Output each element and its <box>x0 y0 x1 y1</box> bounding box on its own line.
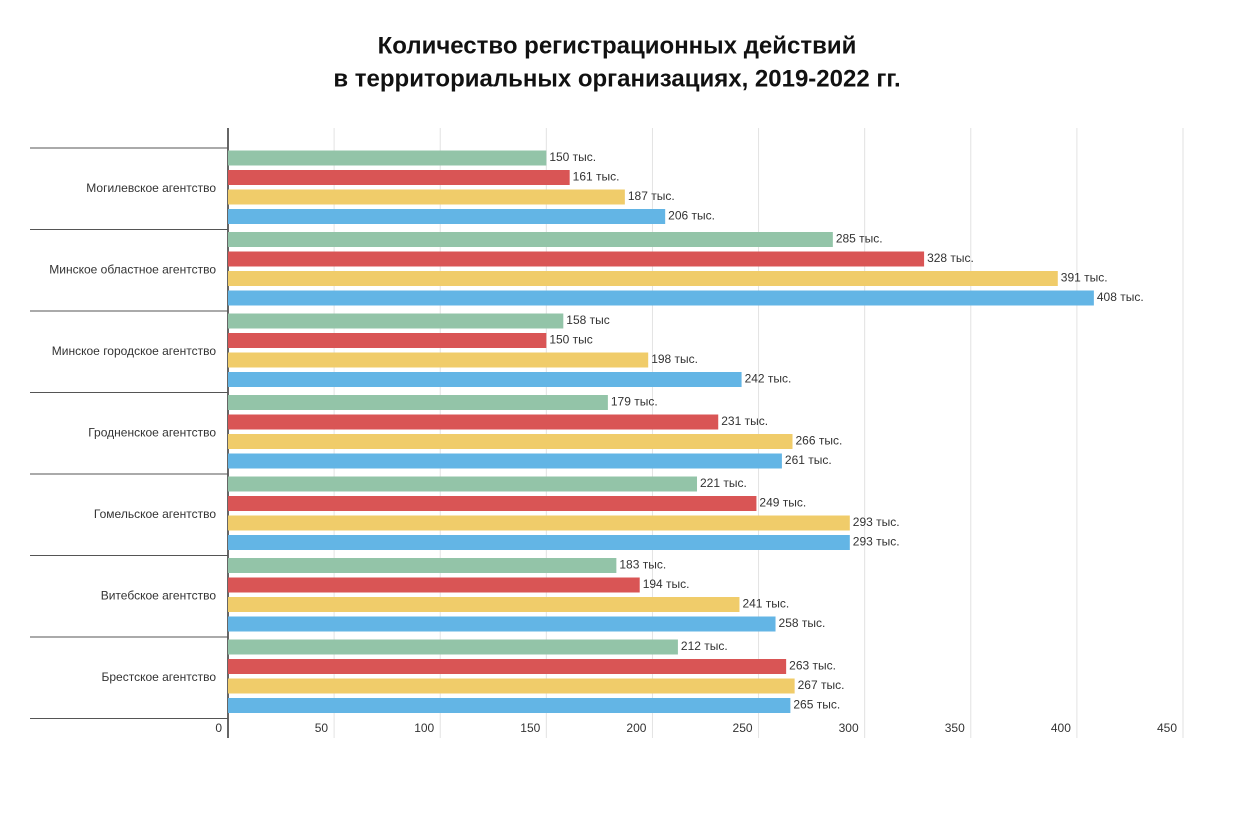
bar <box>228 271 1058 286</box>
data-label: 261 тыс. <box>785 453 832 467</box>
bar <box>228 414 719 430</box>
data-label: 266 тыс. <box>796 434 843 448</box>
bar <box>228 232 833 247</box>
x-tick-label: 0 <box>215 721 222 735</box>
data-label: 408 тыс. <box>1097 290 1144 304</box>
data-label: 293 тыс. <box>853 535 900 549</box>
data-label: 328 тыс. <box>927 251 974 265</box>
bar <box>228 558 617 573</box>
data-label: 285 тыс. <box>836 232 883 246</box>
x-tick-label: 350 <box>945 721 965 735</box>
data-label: 249 тыс. <box>759 496 806 510</box>
y-tick-label: Минское областное агентство <box>49 262 216 276</box>
data-label: 179 тыс. <box>611 395 658 409</box>
bar <box>228 659 787 674</box>
bar <box>228 313 564 329</box>
chart-title: Количество регистрационных действий <box>378 32 857 59</box>
chart-title: в территориальных организациях, 2019-202… <box>333 65 900 92</box>
data-label: 258 тыс. <box>779 616 826 630</box>
y-tick-label: Брестское агентство <box>101 670 216 684</box>
data-label: 263 тыс. <box>789 659 836 673</box>
bar <box>228 189 625 205</box>
data-label: 150 тыс <box>549 333 592 347</box>
bar <box>228 577 640 593</box>
y-tick-label: Гродненское агентство <box>88 425 216 439</box>
data-label: 293 тыс. <box>853 515 900 529</box>
y-tick-label: Витебское агентство <box>101 588 217 602</box>
bar <box>228 616 776 632</box>
bar <box>228 395 608 410</box>
data-label: 241 тыс. <box>742 597 789 611</box>
bar <box>228 333 547 348</box>
data-label: 198 тыс. <box>651 352 698 366</box>
bar <box>228 597 740 612</box>
data-label: 158 тыс <box>566 313 609 327</box>
y-tick-label: Могилевское агентство <box>86 181 216 195</box>
x-tick-label: 400 <box>1051 721 1071 735</box>
bar <box>228 150 547 166</box>
x-tick-label: 100 <box>414 721 434 735</box>
bar <box>228 496 757 511</box>
bar <box>228 453 782 469</box>
data-label: 267 тыс. <box>798 678 845 692</box>
data-label: 391 тыс. <box>1061 271 1108 285</box>
data-label: 212 тыс. <box>681 639 728 653</box>
bar <box>228 170 570 185</box>
bar <box>228 678 795 694</box>
bar <box>228 476 698 492</box>
data-label: 206 тыс. <box>668 209 715 223</box>
x-tick-label: 50 <box>315 721 329 735</box>
bar <box>228 290 1094 306</box>
bar <box>228 209 666 224</box>
bar <box>228 251 925 267</box>
data-label: 194 тыс. <box>643 577 690 591</box>
bar <box>228 639 678 655</box>
data-label: 183 тыс. <box>619 558 666 572</box>
x-tick-label: 450 <box>1157 721 1177 735</box>
bar <box>228 372 742 387</box>
data-label: 221 тыс. <box>700 476 747 490</box>
x-tick-label: 300 <box>839 721 859 735</box>
data-label: 187 тыс. <box>628 189 675 203</box>
bar <box>228 698 791 713</box>
y-tick-label: Минское городское агентство <box>52 344 217 358</box>
bar <box>228 515 850 531</box>
bar <box>228 352 649 368</box>
data-label: 231 тыс. <box>721 414 768 428</box>
y-tick-label: Гомельское агентство <box>94 507 216 521</box>
x-tick-label: 150 <box>520 721 540 735</box>
data-label: 265 тыс. <box>793 698 840 712</box>
bar <box>228 535 850 550</box>
x-tick-label: 200 <box>626 721 646 735</box>
data-label: 242 тыс. <box>745 372 792 386</box>
data-label: 161 тыс. <box>573 170 620 184</box>
x-tick-label: 250 <box>733 721 753 735</box>
data-label: 150 тыс. <box>549 150 596 164</box>
bar <box>228 434 793 449</box>
